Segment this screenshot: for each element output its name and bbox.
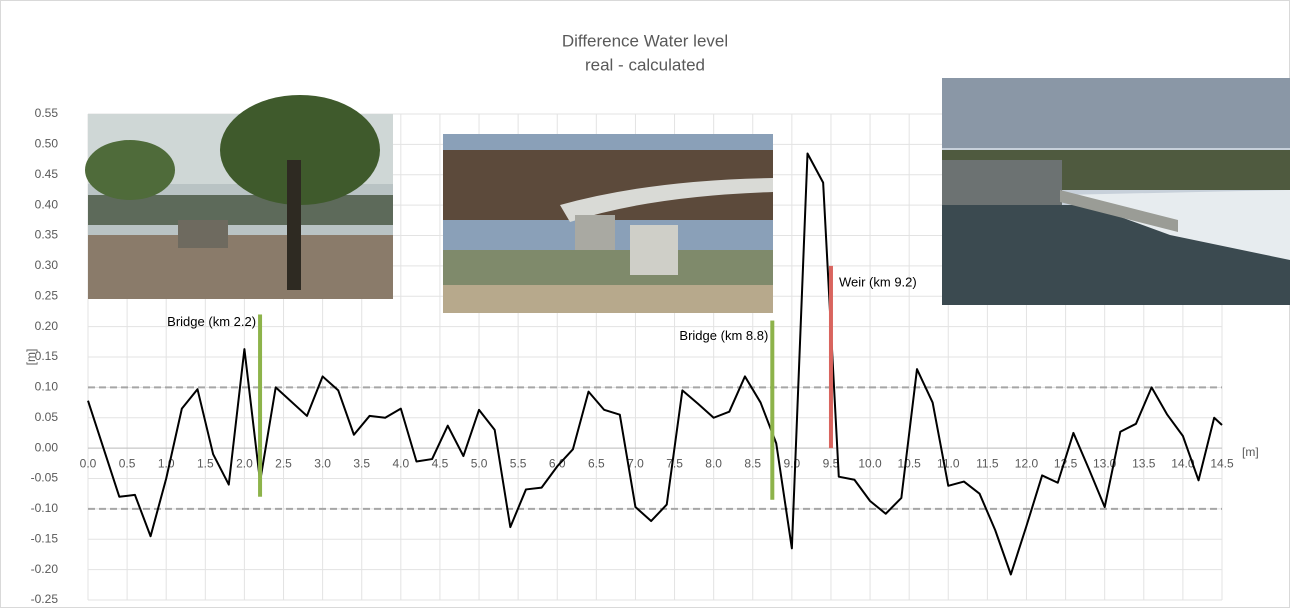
- y-tick-label: 0.05: [35, 410, 59, 424]
- data-line: [87, 152, 1223, 576]
- x-tick-label: 5.5: [510, 456, 527, 470]
- x-tick-label: 14.0: [1171, 456, 1195, 470]
- y-tick-label: 0.35: [35, 228, 59, 242]
- x-tick-label: 0.5: [119, 456, 136, 470]
- marker-label: Bridge (km 2.2): [167, 314, 256, 329]
- x-tick-label: 1.5: [197, 456, 214, 470]
- x-tick-label: 2.0: [236, 456, 253, 470]
- x-tick-label: 4.0: [392, 456, 409, 470]
- y-tick-label: -0.05: [31, 471, 59, 485]
- marker-label: Weir (km 9.2): [839, 274, 917, 289]
- y-tick-label: -0.15: [31, 531, 59, 545]
- y-tick-label: -0.20: [31, 562, 59, 576]
- y-tick-label: -0.10: [31, 501, 59, 515]
- x-tick-label: 3.0: [314, 456, 331, 470]
- marker-bar: [828, 265, 833, 449]
- x-tick-label: 9.5: [823, 456, 840, 470]
- marker-bar: [770, 320, 775, 500]
- x-tick-label: 12.0: [1015, 456, 1039, 470]
- y-tick-label: 0.40: [35, 197, 59, 211]
- x-tick-label: 13.5: [1132, 456, 1156, 470]
- y-tick-label: 0.25: [35, 288, 59, 302]
- x-tick-label: 13.0: [1093, 456, 1117, 470]
- x-tick-label: 3.5: [353, 456, 370, 470]
- y-tick-label: -0.25: [31, 592, 59, 606]
- chart-subtitle: real - calculated: [585, 55, 705, 74]
- y-tick-label: 0.10: [35, 380, 59, 394]
- photo-bridge-1: [85, 95, 393, 299]
- x-tick-label: 5.0: [471, 456, 488, 470]
- x-tick-label: 6.0: [549, 456, 566, 470]
- plot: [87, 152, 1223, 576]
- x-tick-label: 14.5: [1210, 456, 1234, 470]
- photo-weir: [942, 78, 1290, 305]
- y-tick-label: 0.45: [35, 167, 59, 181]
- x-tick-label: 8.5: [744, 456, 761, 470]
- photo-bridge-2: [443, 134, 773, 313]
- x-tick-label: 10.0: [858, 456, 882, 470]
- x-axis-label: [m]: [1242, 445, 1259, 459]
- y-tick-label: 0.30: [35, 258, 59, 272]
- y-tick-label: 0.15: [35, 349, 59, 363]
- marker-bar: [258, 314, 263, 497]
- x-tick-label: 6.5: [588, 456, 605, 470]
- y-tick-label: 0.50: [35, 137, 59, 151]
- y-tick-label: 0.00: [35, 440, 59, 454]
- y-tick-label: 0.20: [35, 319, 59, 333]
- x-tick-label: 0.0: [80, 456, 97, 470]
- x-tick-label: 7.5: [666, 456, 683, 470]
- x-tick-label: 9.0: [784, 456, 801, 470]
- x-tick-label: 1.0: [158, 456, 175, 470]
- x-tick-label: 10.5: [897, 456, 921, 470]
- x-tick-label: 11.5: [976, 456, 999, 470]
- chart-title: Difference Water level: [562, 31, 728, 50]
- x-tick-label: 12.5: [1054, 456, 1078, 470]
- overlay: Bridge (km 2.2) Bridge (km 8.8) Weir (km 9…: [167, 265, 917, 500]
- y-tick-label: 0.55: [35, 106, 59, 120]
- x-tick-label: 2.5: [275, 456, 292, 470]
- marker-label: Bridge (km 8.8): [679, 328, 768, 343]
- x-tick-label: 4.5: [432, 456, 449, 470]
- y-axis-label: [m]: [24, 349, 38, 366]
- x-tick-label: 8.0: [705, 456, 722, 470]
- x-tick-label: 11.0: [937, 456, 960, 470]
- x-tick-label: 7.0: [627, 456, 644, 470]
